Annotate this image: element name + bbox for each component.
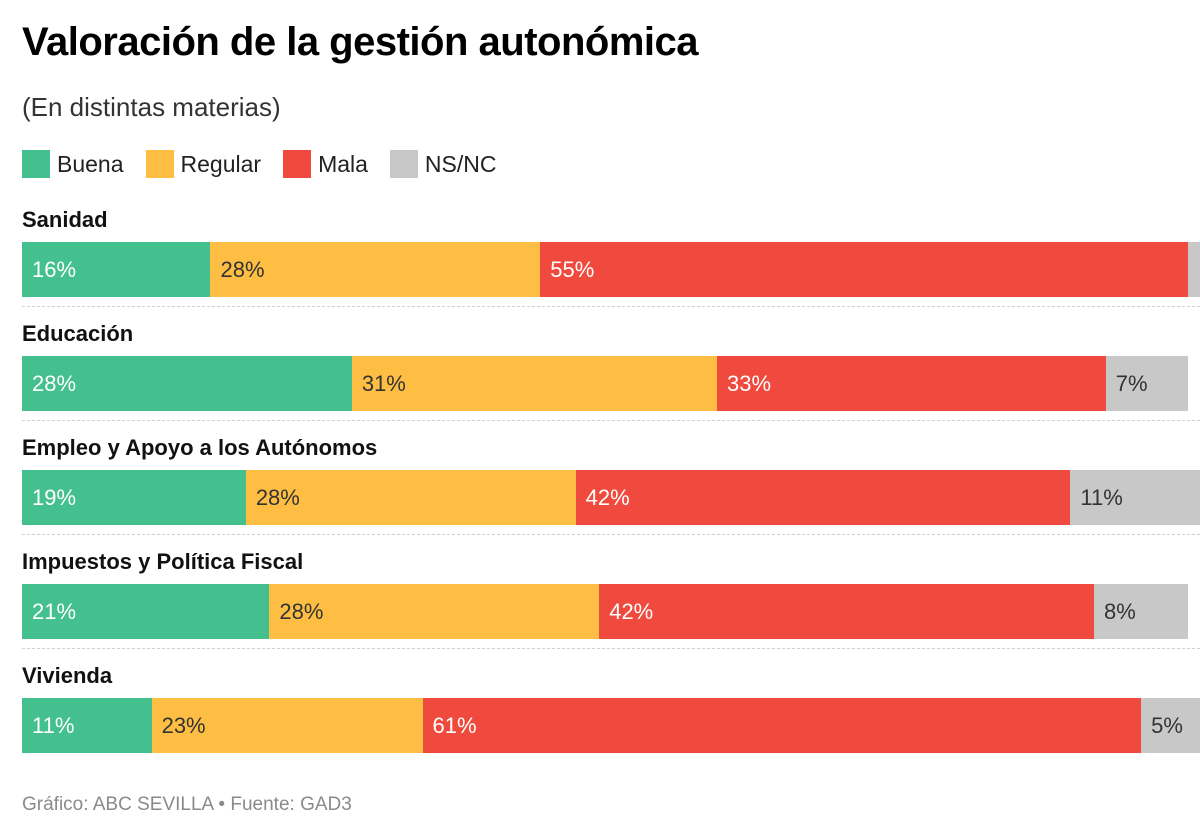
data-label: 21%	[32, 599, 77, 624]
stacked-bar: 11% 23% 61% 5%	[22, 698, 1200, 753]
data-label: 7%	[1115, 371, 1148, 396]
chart-subtitle: (En distintas materias)	[22, 92, 281, 122]
chart-row: Educación 28% 31% 33% 7%	[22, 319, 1200, 433]
legend-item-3: NS/NC	[389, 150, 497, 178]
category-label: Educación	[22, 321, 134, 346]
category-label: Vivienda	[22, 663, 113, 688]
data-label: 61%	[432, 713, 477, 738]
bar-segment: 31%	[351, 356, 717, 411]
row-divider	[22, 534, 1200, 535]
chart-title: Valoración de la gestión autonómica	[22, 20, 699, 64]
legend-swatch	[283, 150, 312, 178]
data-label: 28%	[220, 257, 265, 282]
category-label: Sanidad	[22, 207, 108, 232]
stacked-bar: 19% 28% 42% 11%	[22, 470, 1200, 525]
bar-segment: 21%	[22, 584, 270, 639]
bar-segment: 28%	[22, 356, 352, 411]
data-label: 33%	[727, 371, 772, 396]
data-label: 42%	[609, 599, 654, 624]
bar-segment: 11%	[1070, 470, 1200, 525]
chart-row: Empleo y Apoyo a los Autónomos 19% 28% 42% 1…	[22, 433, 1200, 547]
row-divider	[22, 648, 1200, 649]
data-label: 31%	[361, 371, 406, 396]
data-label: 55%	[550, 257, 595, 282]
chart-row: Sanidad 16% 28% 55%	[22, 205, 1200, 319]
bar-segment: 28%	[269, 584, 600, 639]
legend-label: Buena	[57, 150, 124, 177]
data-label: 28%	[32, 371, 77, 396]
legend-item-1: Regular	[145, 150, 262, 178]
data-label: 11%	[1080, 485, 1123, 510]
bar-segment: 11%	[22, 698, 152, 753]
source-credit: Gráfico: ABC SEVILLA • Fuente: GAD3	[22, 794, 352, 815]
stacked-bar: 28% 31% 33% 7%	[22, 356, 1200, 411]
data-label: 23%	[161, 713, 206, 738]
category-label: Empleo y Apoyo a los Autónomos	[22, 435, 378, 460]
data-label: 11%	[32, 713, 75, 738]
legend-label: Mala	[318, 150, 368, 177]
bar-segment: 8%	[1093, 584, 1189, 639]
data-label: 28%	[255, 485, 300, 510]
data-label: 5%	[1151, 713, 1183, 738]
bar-segment: 5%	[1141, 698, 1200, 753]
bar-segment: 28%	[245, 470, 576, 525]
bar-segment: 33%	[717, 356, 1106, 411]
bar-segment	[1188, 242, 1200, 297]
chart-row: Vivienda 11% 23% 61% 5%	[22, 661, 1200, 775]
data-label: 28%	[279, 599, 324, 624]
legend-swatch	[389, 150, 418, 178]
bar-segment: 19%	[22, 470, 246, 525]
legend-swatch	[22, 150, 50, 178]
chart-rows: Sanidad 16% 28% 55% Educación 28% 31% 33% 7% Empl…	[22, 205, 1200, 775]
legend-label: NS/NC	[424, 150, 497, 177]
bar-segment: 42%	[599, 584, 1094, 639]
legend-label: Regular	[180, 150, 262, 177]
category-label: Impuestos y Política Fiscal	[22, 549, 304, 574]
data-label: 8%	[1103, 599, 1136, 624]
bar-segment: 28%	[210, 242, 541, 297]
legend: Buena Regular Mala NS/NC	[22, 148, 518, 180]
legend-item-2: Mala	[283, 150, 368, 178]
data-label: 16%	[32, 257, 77, 282]
row-divider	[22, 306, 1200, 307]
stacked-bar: 16% 28% 55%	[22, 242, 1200, 297]
bar-segment: 7%	[1105, 356, 1189, 411]
legend-item-0: Buena	[22, 150, 124, 178]
bar-segment: 16%	[22, 242, 211, 297]
bar-segment: 23%	[151, 698, 423, 753]
legend-swatch	[145, 150, 174, 178]
data-label: 19%	[32, 485, 77, 510]
bar-segment: 61%	[422, 698, 1142, 753]
bar-segment: 55%	[540, 242, 1189, 297]
data-label: 42%	[585, 485, 630, 510]
stacked-bar: 21% 28% 42% 8%	[22, 584, 1200, 639]
bar-segment: 42%	[575, 470, 1071, 525]
row-divider	[22, 420, 1200, 421]
chart-row: Impuestos y Política Fiscal 21% 28% 42% 8%	[22, 547, 1200, 661]
